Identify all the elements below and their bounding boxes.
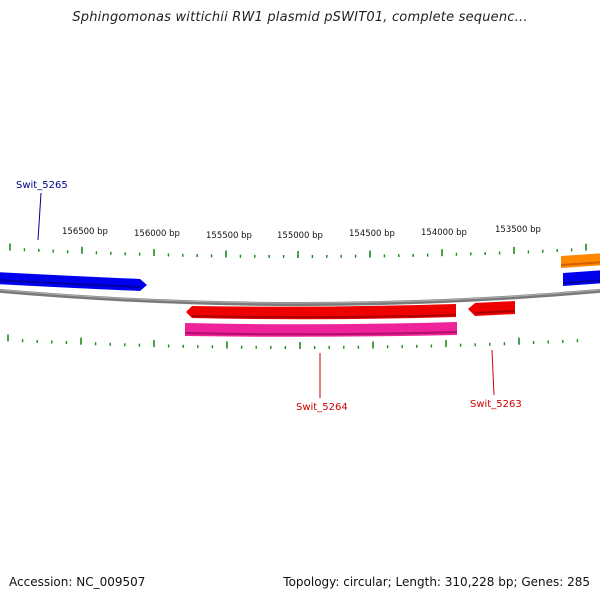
gene-label-swit-5264[interactable]: Swit_5264 xyxy=(296,402,348,413)
map-title: Sphingomonas wittichii RW1 plasmid pSWIT… xyxy=(72,10,528,25)
ruler-label-156000: 156000 bp xyxy=(134,229,180,239)
gene-feature-orange-edge-shade xyxy=(560,261,600,266)
gene-feature-blue-edge-shade xyxy=(562,279,600,284)
ruler-label-154500: 154500 bp xyxy=(349,229,395,239)
inner-tick-ring xyxy=(7,334,579,349)
leader-line-swit-5265 xyxy=(37,192,42,241)
leader-line-swit-5263 xyxy=(491,349,495,396)
backbone-arc xyxy=(0,288,600,306)
backbone-arc-highlight xyxy=(0,289,600,304)
gene-feature-swit-5265-shade xyxy=(0,279,141,288)
accession-text: Accession: NC_009507 xyxy=(9,575,146,589)
gene-label-swit-5265[interactable]: Swit_5265 xyxy=(16,180,68,191)
gene-feature-swit-5264[interactable] xyxy=(186,304,456,320)
ruler-label-155000: 155000 bp xyxy=(277,231,323,241)
cds-feature-magenta-shade xyxy=(184,331,458,336)
gene-feature-swit-5264-shade xyxy=(191,314,457,319)
ruler-label-153500: 153500 bp xyxy=(495,225,541,235)
gene-feature-swit-5263-shade xyxy=(474,310,516,314)
gene-feature-orange-edge[interactable] xyxy=(561,253,600,268)
topology-summary-text: Topology: circular; Length: 310,228 bp; … xyxy=(283,575,590,589)
ruler-label-154000: 154000 bp xyxy=(421,228,467,238)
ruler-label-156500: 156500 bp xyxy=(62,227,108,237)
ruler-label-155500: 155500 bp xyxy=(206,231,252,241)
gene-label-swit-5263[interactable]: Swit_5263 xyxy=(470,399,522,410)
outer-tick-ring xyxy=(9,243,587,258)
